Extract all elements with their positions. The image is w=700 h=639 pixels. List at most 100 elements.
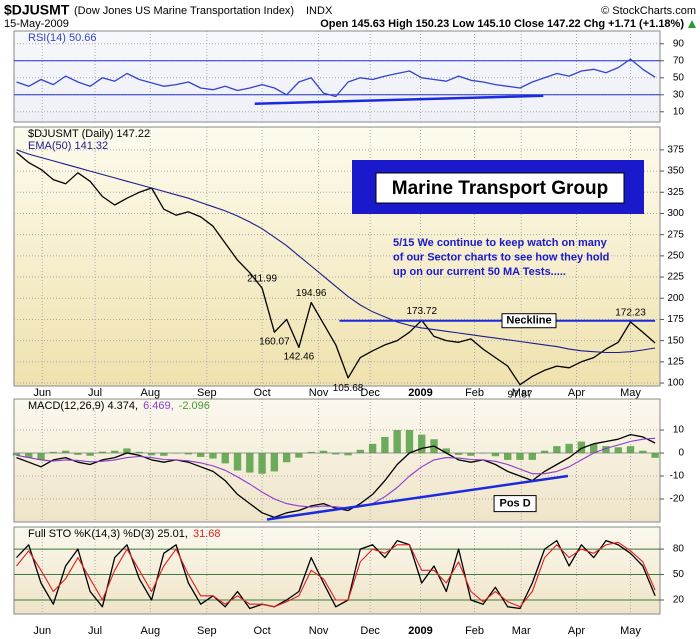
y-tick-label: 10 — [673, 106, 685, 117]
histogram-bar — [614, 447, 622, 454]
x-tick-label: Feb — [465, 625, 484, 637]
x-tick-label: 2009 — [408, 387, 432, 399]
y-tick-label: -10 — [670, 471, 685, 482]
index-name: (Dow Jones US Marine Transportation Inde… — [74, 5, 294, 17]
histogram-bar — [368, 443, 377, 454]
price-label: 97.87 — [507, 389, 532, 400]
y-tick-label: 325 — [667, 187, 684, 198]
quote: Open 145.63 High 150.23 Low 145.10 Close… — [320, 18, 684, 30]
x-tick-label: Mar — [512, 387, 531, 399]
histogram-bar — [467, 453, 475, 456]
histogram-bar — [344, 453, 352, 456]
histogram-bar — [147, 453, 156, 456]
y-tick-label: 375 — [667, 145, 684, 156]
y-tick-label: 30 — [673, 89, 685, 100]
y-tick-label: 100 — [667, 378, 684, 389]
y-tick-label: 275 — [667, 229, 684, 240]
x-tick-label: Aug — [141, 625, 161, 637]
x-tick-label: 2009 — [408, 625, 432, 637]
x-tick-label: May — [620, 625, 641, 637]
up-arrow — [688, 20, 696, 28]
histogram-bar — [209, 453, 217, 459]
x-tick-label: Jun — [33, 625, 51, 637]
exchange: INDX — [306, 5, 333, 17]
y-tick-label: 50 — [673, 72, 685, 83]
histogram-bar — [577, 441, 586, 454]
histogram-bar — [393, 430, 401, 454]
neckline-box — [501, 313, 557, 329]
y-tick-label: 125 — [667, 356, 684, 367]
x-tick-label: Sep — [197, 387, 217, 399]
y-tick-label: 80 — [673, 544, 685, 555]
legend-entry: $DJUSMT (Daily) 147.22 — [28, 128, 150, 140]
histogram-bar — [553, 446, 561, 454]
legend-entry: 6.469, — [143, 400, 174, 412]
x-tick-label: May — [620, 387, 641, 399]
series-line — [16, 149, 656, 354]
histogram-bar — [160, 453, 168, 456]
histogram-bar — [356, 449, 365, 454]
histogram-bar — [270, 453, 279, 472]
x-tick-label: Aug — [141, 387, 161, 399]
histogram-bar — [528, 453, 536, 460]
histogram-bar — [172, 453, 180, 454]
histogram-bar — [86, 453, 94, 456]
legend-entry: Full STO %K(14,3) %D(3) 25.01, — [28, 528, 188, 540]
y-tick-label: 70 — [673, 55, 685, 66]
y-tick-label: 350 — [667, 166, 684, 177]
title-text: Marine Transport Group — [392, 178, 608, 199]
histogram-bar — [98, 451, 107, 454]
price-label: 142.46 — [284, 352, 315, 363]
note-line: 5/15 We continue to keep watch on many — [393, 237, 608, 249]
histogram-bar — [651, 453, 659, 458]
histogram-bar — [61, 450, 70, 454]
series-line — [16, 437, 656, 509]
series-line — [16, 433, 656, 519]
histogram-bar — [135, 451, 143, 454]
copyright: © StockCharts.com — [601, 5, 696, 17]
symbol: $DJUSMT — [4, 2, 70, 18]
histogram-bar — [319, 450, 328, 454]
x-tick-label: Dec — [360, 625, 380, 637]
histogram-bar — [246, 453, 254, 473]
note-line: of our Sector charts to see how they hol… — [393, 251, 609, 263]
histogram-bar — [639, 450, 647, 454]
x-tick-label: Oct — [254, 625, 271, 637]
x-tick-label: Nov — [309, 387, 329, 399]
histogram-bar — [295, 453, 303, 458]
x-tick-label: Feb — [465, 387, 484, 399]
histogram-bar — [479, 453, 487, 454]
x-tick-label: Apr — [568, 387, 585, 399]
histogram-bar — [307, 451, 315, 454]
histogram-bar — [184, 453, 193, 455]
x-tick-label: Jul — [88, 625, 102, 637]
histogram-bar — [233, 453, 242, 471]
histogram-bar — [602, 446, 610, 454]
y-tick-label: 150 — [667, 335, 684, 346]
histogram-bar — [405, 430, 414, 454]
histogram-bar — [418, 434, 426, 454]
series-line — [16, 539, 656, 610]
price-label: 173.72 — [406, 306, 437, 317]
annotation: Pos D — [499, 498, 530, 510]
histogram-bar — [25, 453, 33, 458]
histogram-bar — [442, 448, 450, 454]
price-label: 172.23 — [615, 307, 646, 318]
histogram-bar — [516, 453, 524, 460]
x-tick-label: Jul — [88, 387, 102, 399]
y-tick-label: 300 — [667, 208, 684, 219]
y-tick-label: 50 — [673, 569, 685, 580]
y-tick-label: 10 — [673, 425, 685, 436]
y-tick-label: 90 — [673, 38, 685, 49]
y-tick-label: 250 — [667, 251, 684, 262]
histogram-bar — [74, 453, 82, 455]
y-tick-label: 225 — [667, 272, 684, 283]
legend-entry: MACD(12,26,9) 4.374, — [28, 400, 138, 412]
panel — [13, 30, 661, 123]
histogram-bar — [626, 446, 635, 454]
x-tick-label: Mar — [512, 625, 531, 637]
histogram-bar — [381, 436, 389, 454]
x-tick-label: Oct — [254, 387, 271, 399]
y-tick-label: 0 — [678, 448, 684, 459]
